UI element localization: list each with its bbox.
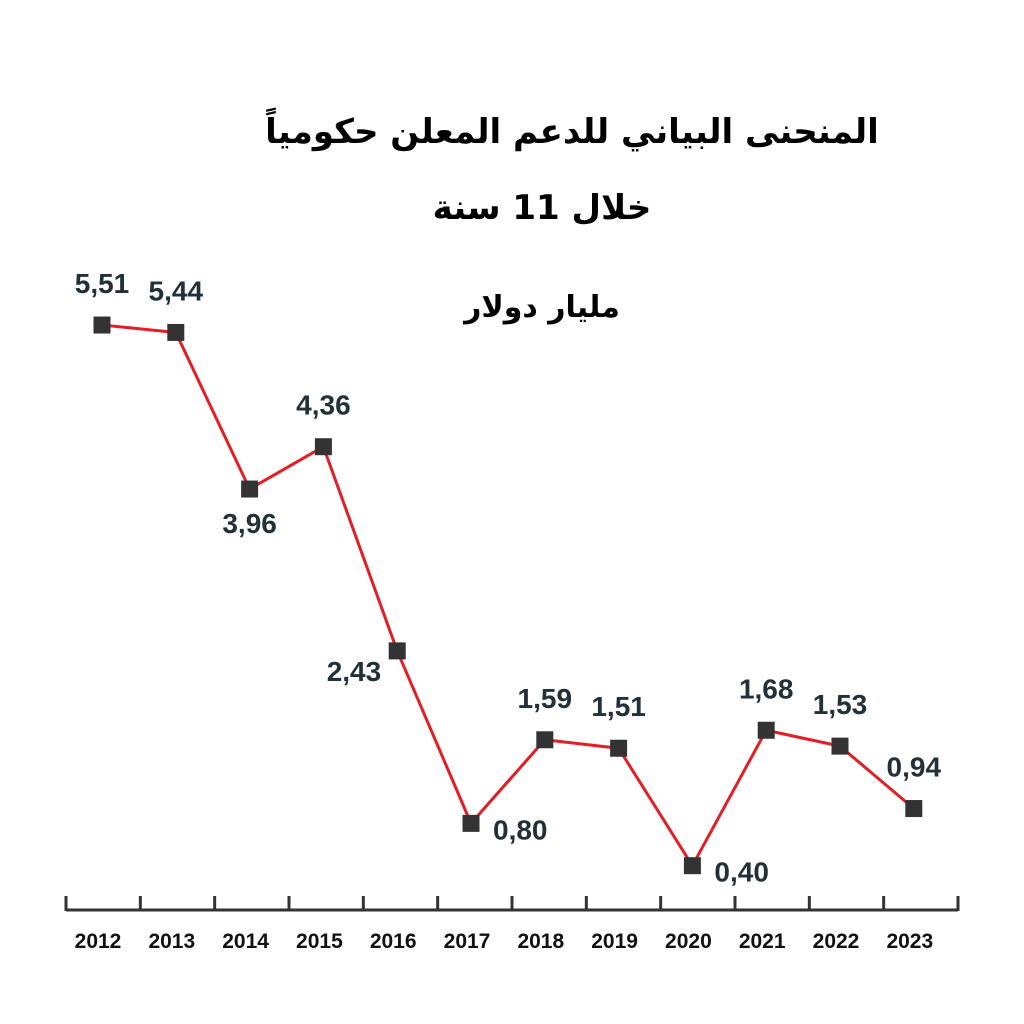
x-tick-label: 2021 [739,930,786,953]
data-label-layer: 5,51 5,44 3,96 4,36 2,43 0,80 1,59 1,51 0,40 1,68… [75,268,942,888]
x-tick-label: 2020 [665,930,712,953]
data-label: 5,51 [75,268,130,299]
data-label: 0,94 [887,752,942,783]
data-point-marker [314,438,332,456]
chart-subtitle: خلال 11 سنة [432,188,652,228]
x-tick-label: 2012 [75,930,122,953]
y-axis-unit-label: مليار دولار [464,290,620,325]
x-tick-label: 2022 [813,930,860,953]
data-label: 1,59 [518,683,573,714]
data-label: 2,43 [327,656,382,687]
data-label: 5,44 [149,275,204,306]
data-point-marker [610,739,628,757]
data-label: 0,40 [714,857,769,888]
data-label: 1,51 [591,691,646,722]
data-point-marker [536,731,554,749]
series-line-layer [101,323,915,868]
x-tick-label: 2019 [591,930,638,953]
data-point-marker [388,642,406,660]
data-label: 0,80 [493,814,548,845]
data-label: 4,36 [296,390,351,421]
data-point-marker [167,323,185,341]
data-point-marker [241,480,259,498]
data-label: 1,68 [739,673,794,704]
chart-title: المنحنى البياني للدعم المعلن حكومياً [265,112,879,152]
data-point-marker [683,857,701,875]
data-point-marker [462,814,480,832]
x-tick-label: 2013 [148,930,195,953]
x-tick-label: 2014 [222,930,269,953]
x-tick-label: 2016 [370,930,417,953]
data-point-marker [831,737,849,755]
series-line [101,323,915,868]
marker-layer [93,316,923,875]
x-axis [64,896,960,912]
data-label: 1,53 [813,689,868,720]
data-label: 3,96 [222,508,277,539]
x-tick-label: 2017 [444,930,491,953]
data-point-marker [93,316,111,334]
data-point-marker [757,721,775,739]
x-tick-label: 2023 [886,930,933,953]
x-tick-label-layer: 2012 2013 2014 2015 2016 2017 2018 2019 2020 2021… [75,930,934,953]
x-tick-label: 2015 [296,930,343,953]
x-tick-label: 2018 [517,930,564,953]
data-point-marker [905,800,923,818]
